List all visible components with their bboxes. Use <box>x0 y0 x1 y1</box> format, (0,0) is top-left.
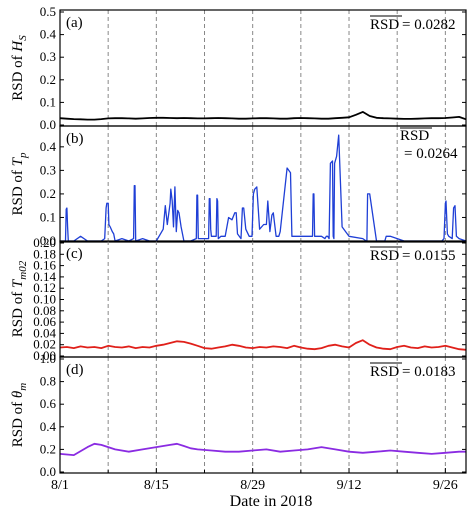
y-axis-label-sub: m02 <box>17 260 29 279</box>
y-tick-label: 0.14 <box>33 269 56 284</box>
y-tick-label: 0.8 <box>40 374 56 389</box>
y-tick-label: 0.00 <box>33 348 56 363</box>
x-tick-label: 9/12 <box>337 478 362 493</box>
x-tick-label: 8/15 <box>144 478 169 493</box>
y-axis-label-sub: S <box>17 35 29 41</box>
y-tick-label: 0.3 <box>40 49 56 64</box>
x-axis: 8/1 8/15 8/29 9/12 9/26 <box>51 468 458 493</box>
x-tick-label: 9/26 <box>433 478 458 493</box>
y-tick-label: 0.2 <box>40 72 56 87</box>
panel-1: 0.0 0.1 0.2 0.3 0.4 (b) RSD = 0.0264 RSD of Tp <box>10 125 467 248</box>
y-tick-label: 0.1 <box>40 209 56 224</box>
panel-label: (c) <box>66 246 83 262</box>
y-tick-label: 0.4 <box>40 27 57 42</box>
y-tick-label: 0.10 <box>33 292 56 307</box>
x-tick-label: 8/29 <box>240 478 265 493</box>
y-axis-label-sub: m <box>17 383 29 391</box>
y-axis-label: RSD of θm <box>10 383 29 448</box>
rsd-value: = 0.0155 <box>402 248 455 264</box>
y-tick-label: 0.0 <box>40 233 56 248</box>
y-axis-label-symbol: H <box>10 40 26 53</box>
y-axis-label-prefix: RSD of <box>10 52 26 101</box>
y-tick-label: 0.4 <box>40 139 57 154</box>
y-tick-label: 0.18 <box>33 246 56 261</box>
y-tick-label: 0.2 <box>40 441 56 456</box>
y-tick-label: 0.16 <box>33 258 56 273</box>
y-axis-label-symbol: T <box>10 278 26 288</box>
y-tick-label: 0.4 <box>40 419 57 434</box>
rsd-label: RSD <box>400 128 429 144</box>
y-axis-label-prefix: RSD of <box>10 288 26 337</box>
series-line <box>59 442 466 457</box>
rsd-value: = 0.0183 <box>402 364 455 380</box>
y-tick-label: 0.04 <box>33 325 56 340</box>
panel-label: (d) <box>66 362 84 378</box>
y-axis-label: RSD of Tm02 <box>10 260 29 337</box>
plot-frame <box>59 356 467 474</box>
panels-group: 0.0 0.1 0.2 0.3 0.4 0.5 (a) RSD = 0.0282 RSD of … <box>10 4 467 479</box>
x-tick-label: 8/1 <box>51 478 69 493</box>
rsd-label: RSD <box>370 17 399 33</box>
y-tick-label: 0.6 <box>40 396 57 411</box>
series-line <box>60 134 467 242</box>
rsd-value: = 0.0264 <box>404 146 458 162</box>
x-axis-label: Date in 2018 <box>230 493 313 510</box>
y-tick-label: 0.06 <box>33 314 56 329</box>
y-axis-label-symbol: θ <box>10 390 26 398</box>
rsd-value: = 0.0282 <box>402 17 455 33</box>
y-tick-label: 0.0 <box>40 117 56 132</box>
y-tick-label: 0.1 <box>40 94 56 109</box>
y-tick-label: 0.0 <box>40 464 56 479</box>
y-axis-label-symbol: T <box>10 156 26 166</box>
y-tick-label: 1.0 <box>40 351 56 366</box>
y-tick-label: 0.5 <box>40 4 56 19</box>
y-tick-label: 0.12 <box>33 280 56 295</box>
panel-3: 0.0 0.2 0.4 0.6 0.8 1.0 (d) RSD = 0.0183 RSD of … <box>10 351 467 479</box>
panel-label: (b) <box>66 131 84 147</box>
panel-label: (a) <box>66 15 83 31</box>
panel-0: 0.0 0.1 0.2 0.3 0.4 0.5 (a) RSD = 0.0282 RSD of … <box>10 4 467 132</box>
y-axis-label: RSD of HS <box>10 35 29 101</box>
series-line <box>59 339 467 351</box>
plot-frame <box>59 125 467 243</box>
series-line <box>59 111 467 121</box>
y-tick-label: 0.20 <box>33 235 56 250</box>
y-tick-label: 0.3 <box>40 162 56 177</box>
y-axis-label: RSD of Tp <box>10 152 29 216</box>
rsd-label: RSD <box>370 364 399 380</box>
rsd-label: RSD <box>370 248 399 264</box>
y-tick-label: 0.2 <box>40 186 56 201</box>
y-axis-label-prefix: RSD of <box>10 398 26 447</box>
panel-2: 0.000.020.040.060.080.100.120.140.160.18… <box>10 235 467 363</box>
y-tick-label: 0.02 <box>33 337 56 352</box>
y-tick-label: 0.08 <box>33 303 56 318</box>
y-axis-label-prefix: RSD of <box>10 166 26 215</box>
y-axis-label-sub: p <box>17 152 29 159</box>
